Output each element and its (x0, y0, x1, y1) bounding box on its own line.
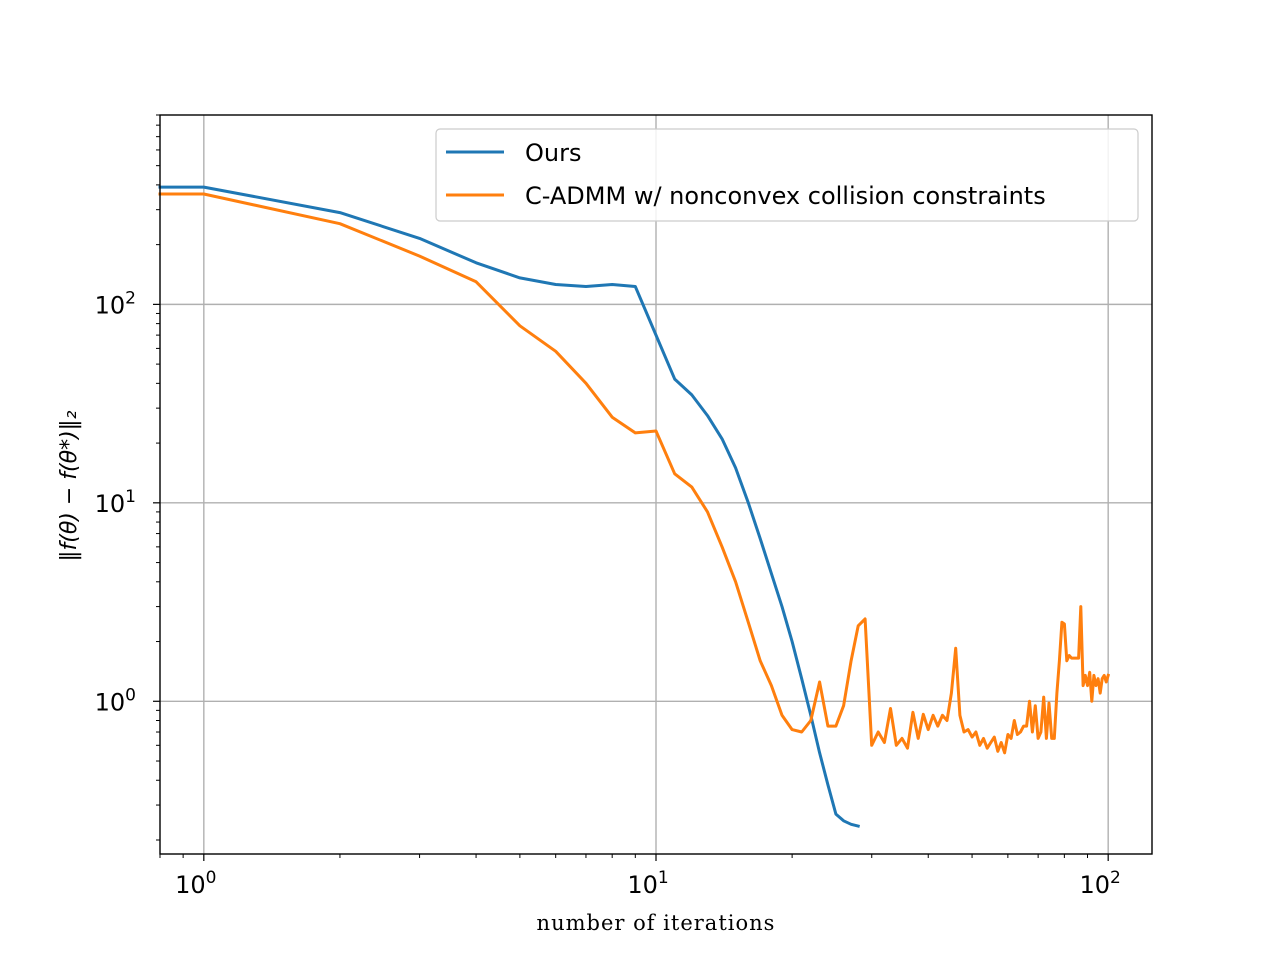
legend-box (435, 128, 1139, 222)
legend: Ours C-ADMM w/ nonconvex collision const… (435, 128, 1139, 222)
y-tick-label: 102 (95, 288, 136, 319)
axis-tick-labels: 100 101 102 100 101 102 (95, 288, 1121, 899)
y-tick-label: 101 (95, 487, 136, 518)
series-line-cadmm (158, 192, 1111, 755)
axis-ticks (153, 114, 1109, 861)
x-tick-label: 102 (1079, 868, 1120, 899)
grid-lines (160, 115, 1152, 854)
legend-label-cadmm: C-ADMM w/ nonconvex collision constraint… (525, 182, 1046, 210)
x-tick-label: 101 (627, 868, 668, 899)
x-axis-label: number of iterations (537, 911, 776, 935)
x-tick-label: 100 (175, 868, 216, 899)
legend-label-ours: Ours (525, 139, 581, 167)
y-axis-label: ‖f(θ) − f(θ*)‖₂ (57, 410, 82, 561)
y-tick-label: 100 (95, 685, 136, 716)
series-line-ours (158, 185, 861, 828)
plot-lines (158, 185, 1111, 828)
